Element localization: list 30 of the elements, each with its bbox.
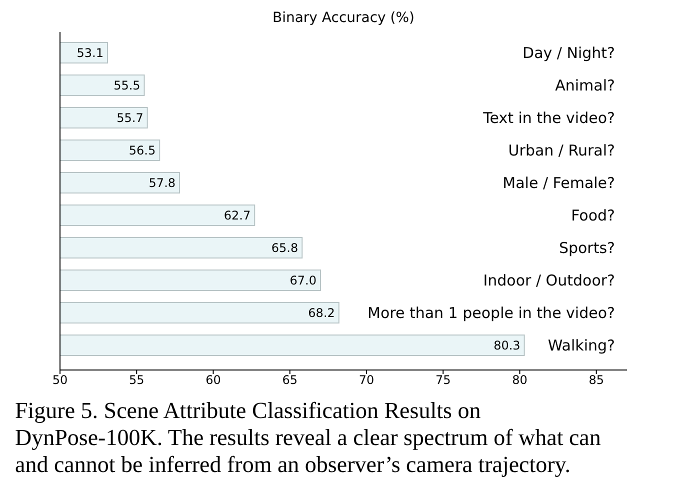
data-label: 65.8 [271,240,298,255]
data-label: 53.1 [76,46,104,60]
x-tick-label: 85 [588,373,604,387]
data-label: 67.0 [290,273,317,288]
x-tick-label: 55 [128,373,144,387]
y-tick-label: Food? [571,206,615,224]
x-tick-label: 80 [512,373,528,387]
y-tick-label: Sports? [558,239,615,258]
x-tick-label: 50 [52,373,68,387]
y-tick-label: Male / Female? [502,174,615,192]
data-label: 55.5 [114,78,140,92]
y-tick-label: Indoor / Outdoor? [483,272,615,290]
y-tick-label: Walking? [548,336,615,355]
data-label: 56.5 [128,143,156,158]
y-tick-label: Animal? [555,76,615,94]
data-label: 62.7 [224,208,251,222]
data-label: 68.2 [308,306,335,320]
chart-title: Binary Accuracy (%) [272,10,415,26]
data-label: 80.3 [494,338,520,352]
data-label: 57.8 [148,176,176,190]
caption: Figure 5. Scene Attribute Classification Results on DynPose-100K. The results reveal a clear spectrum of what can and cannot be inferred from an observer’s camera trajectory. [15,398,602,477]
data-label: 55.7 [116,110,144,125]
x-tick-label: 60 [206,373,221,387]
x-tick-label: 75 [435,373,451,387]
x-tick-label: 65 [282,373,298,387]
y-tick-label: Day / Night? [522,44,615,62]
y-tick-label: Text in the video? [482,108,615,127]
x-tick-label: 70 [358,373,374,387]
y-tick-label: Urban / Rural? [508,141,615,160]
y-tick-label: More than 1 people in the video? [368,304,615,322]
